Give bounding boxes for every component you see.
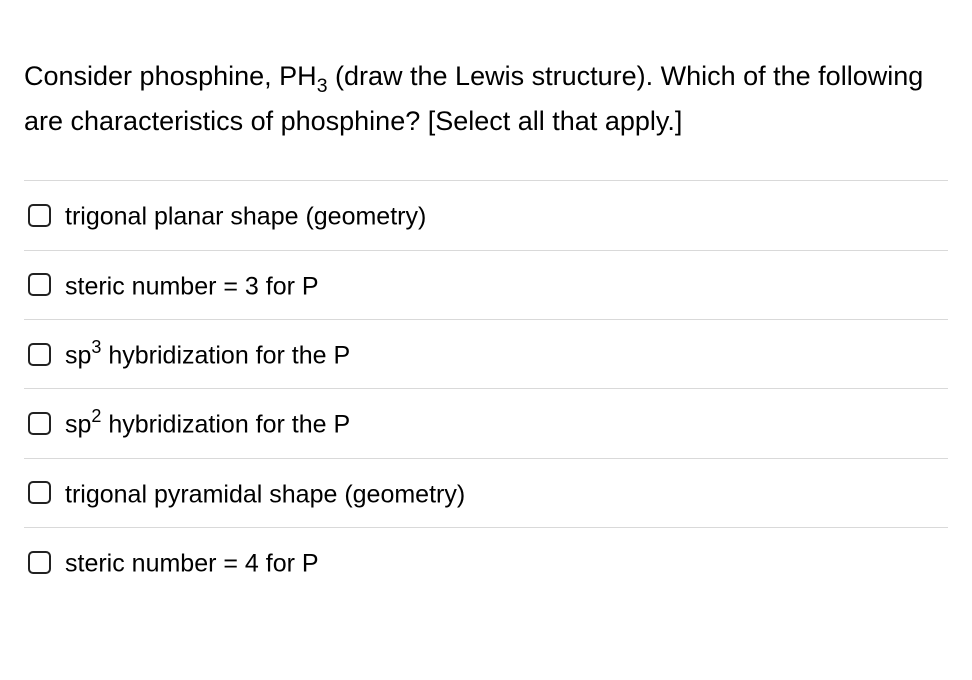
question-prompt: Consider phosphine, PH3 (draw the Lewis … xyxy=(24,56,948,142)
checkbox[interactable] xyxy=(28,204,51,227)
option-after: hybridization for the P xyxy=(101,411,350,439)
option-text: trigonal pyramidal shape (geometry) xyxy=(65,477,465,509)
option-row[interactable]: trigonal pyramidal shape (geometry) xyxy=(24,459,948,528)
option-text: sp2 hybridization for the P xyxy=(65,407,350,439)
option-sup: 3 xyxy=(91,337,101,357)
checkbox[interactable] xyxy=(28,273,51,296)
option-before: steric number = 4 for P xyxy=(65,549,319,577)
checkbox[interactable] xyxy=(28,412,51,435)
option-before: sp xyxy=(65,341,91,369)
question-subscript: 3 xyxy=(317,75,328,97)
option-row[interactable]: steric number = 4 for P xyxy=(24,528,948,596)
option-text: steric number = 4 for P xyxy=(65,546,319,578)
checkbox[interactable] xyxy=(28,551,51,574)
option-before: sp xyxy=(65,411,91,439)
option-text: trigonal planar shape (geometry) xyxy=(65,199,426,231)
option-text: sp3 hybridization for the P xyxy=(65,338,350,370)
option-before: trigonal planar shape (geometry) xyxy=(65,203,426,231)
option-before: steric number = 3 for P xyxy=(65,272,319,300)
question-prefix: Consider phosphine, PH xyxy=(24,61,317,91)
option-text: steric number = 3 for P xyxy=(65,269,319,301)
option-row[interactable]: sp2 hybridization for the P xyxy=(24,389,948,458)
question-container: Consider phosphine, PH3 (draw the Lewis … xyxy=(0,0,972,620)
option-after: hybridization for the P xyxy=(101,341,350,369)
option-row[interactable]: sp3 hybridization for the P xyxy=(24,320,948,389)
checkbox[interactable] xyxy=(28,481,51,504)
checkbox[interactable] xyxy=(28,343,51,366)
option-sup: 2 xyxy=(91,406,101,426)
option-row[interactable]: trigonal planar shape (geometry) xyxy=(24,181,948,250)
options-list: trigonal planar shape (geometry) steric … xyxy=(24,180,948,596)
option-row[interactable]: steric number = 3 for P xyxy=(24,251,948,320)
option-before: trigonal pyramidal shape (geometry) xyxy=(65,480,465,508)
